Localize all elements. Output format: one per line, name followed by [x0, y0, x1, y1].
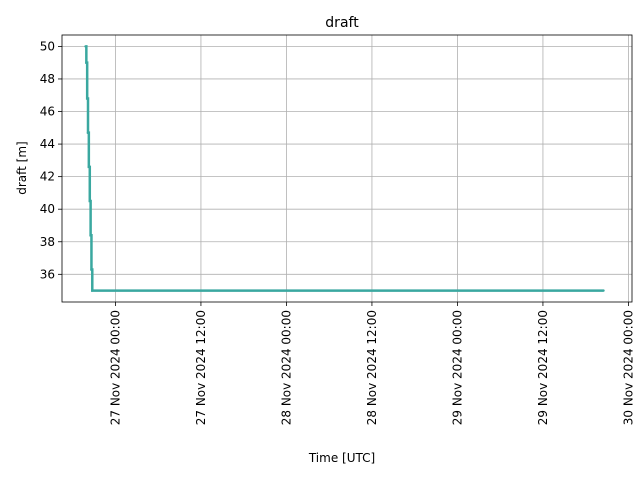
y-tick-label: 50	[40, 39, 55, 53]
y-tick-label: 38	[40, 235, 55, 249]
grid-layer	[62, 35, 632, 302]
data-point	[85, 61, 88, 64]
x-tick-label: 27 Nov 2024 00:00	[108, 310, 122, 425]
data-point	[88, 199, 91, 203]
y-tick-label: 44	[40, 137, 55, 151]
y-tick-label: 48	[40, 72, 55, 86]
data-point	[86, 131, 90, 134]
chart-title: draft	[325, 15, 359, 31]
y-tick-label: 36	[40, 267, 55, 281]
x-tick-label: 29 Nov 2024 12:00	[536, 310, 550, 425]
x-tick-label: 29 Nov 2024 00:00	[450, 310, 464, 425]
data-point	[84, 45, 87, 48]
x-tick-label: 30 Nov 2024 00:00	[621, 310, 635, 425]
x-tick-label: 27 Nov 2024 12:00	[194, 310, 208, 425]
data-point	[602, 289, 605, 292]
tick-layer: 27 Nov 2024 00:00 27 Nov 2024 12:00 28 Nov…	[40, 39, 636, 425]
data-point	[91, 289, 94, 292]
axes-frame	[61, 34, 633, 303]
data-point	[85, 97, 89, 100]
y-axis-label: draft [m]	[15, 141, 29, 195]
data-point	[89, 234, 92, 237]
x-tick-label: 28 Nov 2024 00:00	[279, 310, 293, 425]
data-point	[87, 165, 91, 169]
y-tick-label: 46	[40, 105, 55, 119]
data-point	[90, 268, 93, 271]
x-axis-label: Time [UTC]	[308, 451, 375, 465]
x-tick-label: 28 Nov 2024 12:00	[365, 310, 379, 425]
y-tick-label: 42	[40, 170, 55, 184]
series-layer	[84, 45, 605, 292]
y-tick-label: 40	[40, 202, 55, 216]
